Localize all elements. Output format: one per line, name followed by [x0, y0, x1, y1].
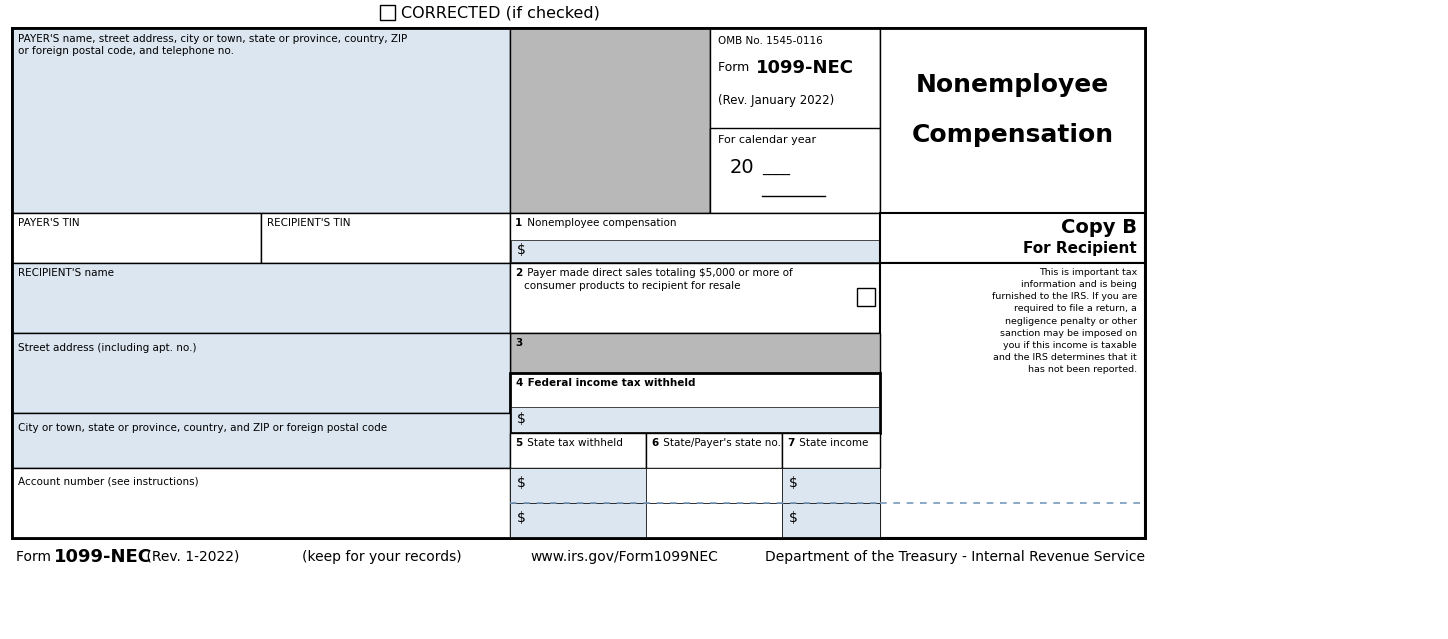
Text: (Rev. January 2022): (Rev. January 2022) — [718, 94, 834, 107]
Text: Payer made direct sales totaling $5,000 or more of
consumer products to recipien: Payer made direct sales totaling $5,000 … — [524, 268, 792, 291]
Bar — [880, 263, 1145, 538]
Bar — [782, 468, 880, 503]
Bar — [511, 407, 879, 432]
Text: 3: 3 — [515, 338, 523, 348]
Text: ____: ____ — [762, 162, 791, 176]
Bar — [510, 503, 646, 538]
Bar — [510, 373, 880, 433]
Text: Account number (see instructions): Account number (see instructions) — [17, 476, 198, 486]
Bar — [710, 28, 880, 213]
Text: PAYER'S TIN: PAYER'S TIN — [17, 218, 80, 228]
Text: 1: 1 — [515, 218, 523, 228]
Bar — [510, 333, 880, 373]
Text: OMB No. 1545-0116: OMB No. 1545-0116 — [718, 36, 822, 46]
Bar — [12, 333, 510, 413]
Text: RECIPIENT'S TIN: RECIPIENT'S TIN — [266, 218, 350, 228]
Bar — [880, 213, 1145, 263]
Bar — [710, 128, 880, 213]
Bar — [880, 28, 1145, 213]
Text: 4: 4 — [515, 378, 523, 388]
Bar — [857, 288, 875, 306]
Text: RECIPIENT'S name: RECIPIENT'S name — [17, 268, 114, 278]
Bar — [510, 263, 880, 333]
Text: State tax withheld: State tax withheld — [524, 438, 623, 448]
Bar — [12, 413, 510, 468]
Bar — [511, 240, 879, 262]
Text: Form: Form — [16, 550, 55, 564]
Text: State/Payer's state no.: State/Payer's state no. — [660, 438, 780, 448]
Text: 6: 6 — [652, 438, 659, 448]
Text: Copy B: Copy B — [1061, 218, 1137, 237]
Text: For Recipient: For Recipient — [1024, 241, 1137, 256]
Bar — [782, 503, 880, 538]
Bar — [379, 5, 395, 20]
Text: (keep for your records): (keep for your records) — [303, 550, 462, 564]
Bar — [510, 213, 880, 263]
Text: Compensation: Compensation — [911, 123, 1114, 147]
Bar — [12, 468, 510, 538]
Text: $: $ — [517, 476, 526, 490]
Text: $: $ — [789, 476, 798, 490]
Bar — [510, 433, 646, 468]
Bar — [12, 28, 510, 213]
Bar — [510, 468, 646, 503]
Text: This is important tax
information and is being
furnished to the IRS. If you are
: This is important tax information and is… — [992, 268, 1137, 374]
Text: 7: 7 — [788, 438, 795, 448]
Bar — [646, 433, 782, 468]
Text: 20: 20 — [730, 158, 754, 177]
Bar — [12, 28, 1145, 538]
Bar — [510, 28, 710, 213]
Text: $: $ — [517, 412, 526, 426]
Text: (Rev. 1-2022): (Rev. 1-2022) — [142, 550, 239, 564]
Bar — [646, 503, 782, 538]
Text: State income: State income — [796, 438, 869, 448]
Text: $: $ — [517, 243, 526, 257]
Text: PAYER'S name, street address, city or town, state or province, country, ZIP
or f: PAYER'S name, street address, city or to… — [17, 34, 407, 56]
Bar — [646, 468, 782, 503]
Text: Nonemployee: Nonemployee — [917, 73, 1109, 97]
Text: Form: Form — [718, 61, 753, 74]
Bar — [12, 213, 261, 263]
Text: For calendar year: For calendar year — [718, 135, 817, 145]
Bar — [782, 433, 880, 468]
Bar — [12, 263, 510, 333]
Text: $: $ — [517, 511, 526, 525]
Text: $: $ — [789, 511, 798, 525]
Text: CORRECTED (if checked): CORRECTED (if checked) — [401, 6, 599, 21]
Text: 2: 2 — [515, 268, 523, 278]
Text: 1099-NEC: 1099-NEC — [756, 59, 854, 77]
Text: www.irs.gov/Form1099NEC: www.irs.gov/Form1099NEC — [530, 550, 718, 564]
Text: Nonemployee compensation: Nonemployee compensation — [524, 218, 676, 228]
Text: 1099-NEC: 1099-NEC — [54, 548, 152, 566]
Bar — [261, 213, 510, 263]
Text: City or town, state or province, country, and ZIP or foreign postal code: City or town, state or province, country… — [17, 423, 387, 433]
Text: Department of the Treasury - Internal Revenue Service: Department of the Treasury - Internal Re… — [765, 550, 1145, 564]
Text: Street address (including apt. no.): Street address (including apt. no.) — [17, 343, 197, 353]
Text: 5: 5 — [515, 438, 523, 448]
Text: Federal income tax withheld: Federal income tax withheld — [524, 378, 695, 388]
